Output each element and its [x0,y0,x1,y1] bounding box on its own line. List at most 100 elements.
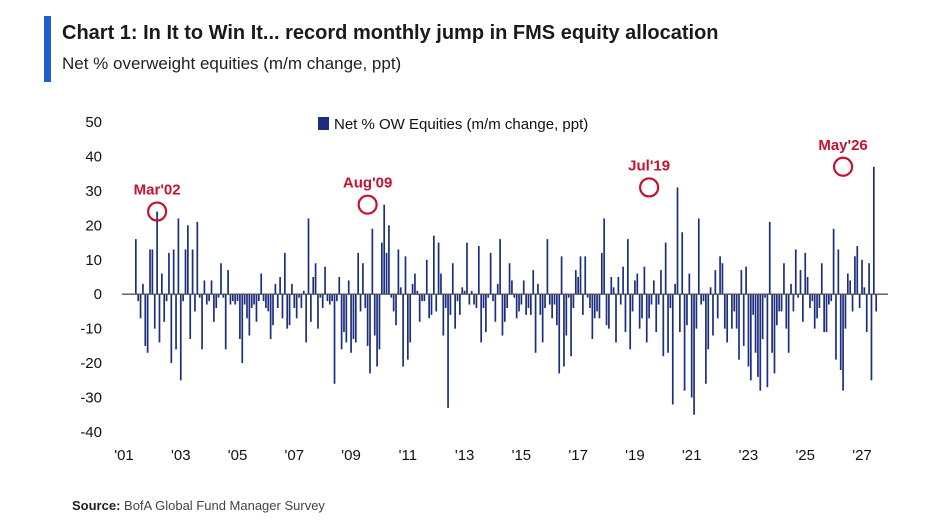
data-bar [333,294,336,384]
data-bar [832,228,835,295]
data-bar [248,294,251,336]
data-bar [357,252,360,295]
data-bar [160,273,163,295]
data-bar [759,294,762,391]
data-bar [310,294,312,322]
data-bar [321,294,324,308]
data-bar [638,294,641,329]
x-tick-label: '05 [228,447,248,464]
data-bar [612,287,615,295]
data-bar [312,277,315,295]
data-bar [328,294,331,305]
data-bar [589,294,591,308]
data-bar [283,252,286,295]
data-bar [660,270,662,295]
data-bar [418,294,421,322]
data-bar [846,273,849,295]
data-bar [494,294,497,322]
data-bar [556,294,558,326]
data-bar [184,249,187,295]
data-bar [208,294,210,302]
data-bar [726,294,729,343]
data-bar [643,266,646,295]
data-bar [421,294,423,302]
annotation-label: Mar'02 [134,182,181,199]
data-bar [383,204,386,295]
data-bar [854,256,856,295]
data-bar [818,294,821,308]
data-bar [168,252,170,295]
data-bar [260,273,263,295]
data-bar [657,294,660,305]
chart-title: Chart 1: In It to Win It... record month… [62,22,719,44]
y-tick-label: -40 [80,424,102,441]
data-bar [702,294,705,302]
data-bar [331,294,333,302]
data-bar [229,294,232,305]
data-bar [662,294,665,357]
data-bar [496,283,499,295]
data-bar [227,270,229,295]
data-bar [428,294,430,319]
data-bar [437,242,440,295]
data-bar [371,228,374,295]
data-bar [745,266,747,295]
data-bar [435,294,438,312]
data-bar [799,270,802,295]
data-bar [764,294,766,298]
data-bar [565,294,568,336]
data-bar [399,287,402,295]
data-bar [151,249,154,295]
data-bar [631,294,634,312]
data-bar [676,187,679,295]
data-bar [731,294,733,329]
data-bar [766,294,769,388]
data-bar [274,283,277,295]
data-bar [794,249,797,295]
source-label: Source: [72,498,121,513]
data-bar [236,294,239,302]
data-bar [364,294,367,308]
data-bar [723,294,726,329]
data-bar [454,294,456,329]
data-bar [835,294,837,360]
bar-chart: -40 -30 -20 -10 0 10 20 30 40 50 '01 '03 '05 '07 '09 '1… [80,114,888,464]
data-bar [700,294,702,305]
data-bar [300,294,303,308]
data-bar [456,294,459,302]
data-bar [574,270,577,295]
data-bar [414,273,416,295]
data-bar [875,294,878,312]
data-bar [499,239,501,295]
annotation-circle [147,201,168,222]
data-bar [354,294,357,343]
data-bar [317,294,319,329]
data-bar [804,252,807,295]
x-tick-label: '13 [455,447,475,464]
chart-subtitle: Net % overweight equities (m/m change, p… [62,54,402,73]
data-bar [203,280,206,295]
data-bar [447,294,449,408]
data-bar [324,266,326,295]
data-bar [224,294,227,350]
data-bar [712,294,714,336]
data-bar [813,294,816,329]
data-bar [572,294,575,308]
data-bar [191,249,194,295]
data-bar [222,294,225,298]
data-bar [487,294,490,298]
data-bar [775,294,778,326]
data-bar [158,294,161,343]
data-bar [459,294,461,315]
y-tick-label: 10 [85,252,102,269]
data-bar [558,294,561,374]
data-bar [664,242,667,295]
data-bar [508,263,511,295]
data-bar [707,294,710,350]
data-bar [492,294,494,302]
data-bar [671,294,674,405]
data-bar [615,294,617,343]
data-bar [409,294,412,343]
data-bar [650,294,653,305]
data-bar [272,294,274,326]
